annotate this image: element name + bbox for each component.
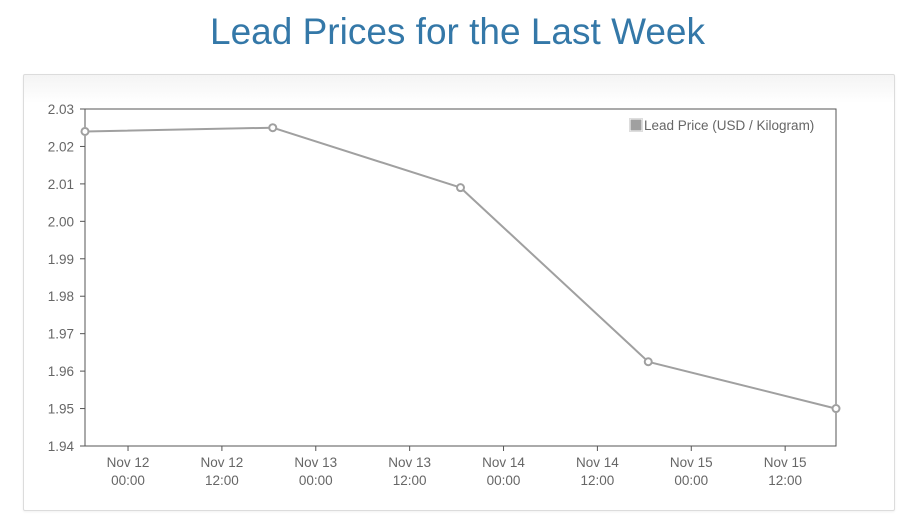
y-tick-label: 2.00 (48, 214, 74, 229)
x-tick-label-time: 00:00 (299, 473, 333, 488)
y-axis: 2.03 2.02 2.01 2.00 1.99 1.98 1.97 1.96 1.95 1.94 (48, 102, 85, 454)
y-tick-label: 2.03 (48, 102, 74, 117)
plot-border (84, 108, 837, 447)
y-tick-label: 1.98 (48, 289, 74, 304)
x-tick-label-time: 12:00 (393, 473, 427, 488)
y-tick-label: 1.96 (48, 364, 74, 379)
plot-area (84, 108, 837, 447)
line-chart: 2.03 2.02 2.01 2.00 1.99 1.98 1.97 1.96 1.95 1.94… (48, 102, 841, 488)
chart-panel: 2.03 2.02 2.01 2.00 1.99 1.98 1.97 1.96 1.95 1.94… (23, 74, 895, 511)
legend-swatch (629, 118, 643, 132)
x-tick-label-date: Nov 15 (764, 455, 807, 470)
data-point (268, 123, 278, 133)
y-tick-label: 1.95 (48, 402, 74, 417)
x-tick-label-time: 00:00 (111, 473, 145, 488)
data-point (643, 357, 653, 367)
x-tick-label-date: Nov 14 (576, 455, 619, 470)
x-tick-label-time: 00:00 (674, 473, 708, 488)
y-tick-label: 1.97 (48, 327, 74, 342)
series-layer (80, 123, 841, 414)
y-tick-label: 1.94 (48, 439, 75, 454)
page-title: Lead Prices for the Last Week (210, 11, 705, 52)
plot-background (85, 109, 836, 446)
data-point (831, 404, 841, 414)
legend[interactable]: Lead Price (USD / Kilogram) (629, 118, 815, 133)
data-point (456, 183, 465, 193)
legend-label: Lead Price (USD / Kilogram) (644, 118, 814, 133)
y-tick-label: 2.02 (48, 139, 74, 154)
y-tick-label: 2.01 (48, 177, 74, 192)
data-point (80, 126, 90, 136)
x-tick-label-time: 12:00 (205, 473, 239, 488)
x-tick-label-time: 12:00 (768, 473, 802, 488)
x-tick-label-date: Nov 15 (670, 455, 713, 470)
x-tick-label-time: 00:00 (487, 473, 521, 488)
legend-swatch-border (629, 118, 643, 132)
x-axis: Nov 12 00:00 Nov 12 12:00 Nov 13 00:00 Nov 13 1… (107, 446, 807, 488)
x-tick-label-date: Nov 13 (294, 455, 337, 470)
x-tick-label-date: Nov 14 (482, 455, 525, 470)
x-tick-label-date: Nov 13 (388, 455, 431, 470)
x-tick-label-date: Nov 12 (201, 455, 244, 470)
x-tick-label-date: Nov 12 (107, 455, 150, 470)
y-tick-label: 1.99 (48, 252, 74, 267)
x-tick-label-time: 12:00 (581, 473, 615, 488)
